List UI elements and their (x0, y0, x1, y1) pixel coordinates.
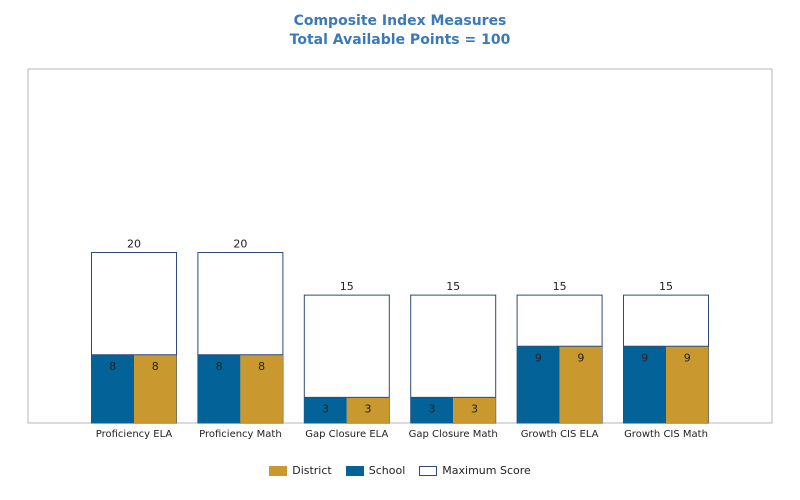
data-label-district-growth-cis-math: 9 (684, 351, 691, 364)
data-label-maximum-proficiency-math: 20 (233, 238, 247, 251)
bar-district-gap-closure-ela (346, 397, 390, 423)
data-label-school-gap-closure-ela: 3 (322, 402, 329, 415)
data-label-district-proficiency-ela: 8 (152, 360, 159, 373)
data-label-school-growth-cis-ela: 9 (535, 351, 542, 364)
bar-school-growth-cis-ela (517, 346, 560, 423)
legend-item-school[interactable]: School (345, 464, 406, 477)
data-label-maximum-growth-cis-ela: 15 (553, 280, 567, 293)
chart-subtitle: Total Available Points = 100 (289, 32, 511, 48)
legend: District School Maximum Score (0, 464, 800, 477)
legend-swatch-district (269, 465, 288, 476)
legend-label-school: School (368, 464, 406, 477)
bar-district-growth-cis-ela (559, 346, 603, 423)
bar-school-proficiency-math (197, 354, 241, 423)
bar-school-gap-closure-math (410, 397, 454, 423)
x-tick-label-gap-closure-ela: Gap Closure ELA (305, 429, 388, 440)
bar-district-proficiency-math (240, 354, 283, 423)
data-label-district-proficiency-math: 8 (258, 360, 265, 373)
data-label-district-growth-cis-ela: 9 (577, 351, 584, 364)
data-label-school-gap-closure-math: 3 (428, 402, 435, 415)
chart-title: Composite Index Measures (293, 13, 507, 29)
data-label-maximum-proficiency-ela: 20 (127, 238, 141, 251)
bar-school-gap-closure-ela (304, 397, 347, 423)
x-tick-label-growth-cis-math: Growth CIS Math (624, 429, 708, 440)
data-label-district-gap-closure-ela: 3 (365, 402, 372, 415)
bar-district-growth-cis-math (666, 346, 709, 423)
bar-chart: 20 8 8 Proficiency ELA 20 8 8 Proficiency Math 1… (27, 68, 773, 440)
data-label-maximum-growth-cis-math: 15 (659, 280, 673, 293)
x-tick-label-proficiency-ela: Proficiency ELA (96, 429, 173, 440)
data-label-school-growth-cis-math: 9 (641, 351, 648, 364)
data-label-district-gap-closure-math: 3 (471, 402, 478, 415)
legend-swatch-maximum-score (419, 465, 438, 476)
bar-school-proficiency-ela (91, 354, 134, 423)
x-tick-label-gap-closure-math: Gap Closure Math (409, 429, 498, 440)
legend-item-maximum-score[interactable]: Maximum Score (419, 464, 531, 477)
x-tick-label-proficiency-math: Proficiency Math (199, 429, 282, 440)
bar-district-gap-closure-math (453, 397, 496, 423)
x-tick-label-growth-cis-ela: Growth CIS ELA (521, 429, 599, 440)
chart-title-block: Composite Index Measures Total Available… (0, 12, 800, 50)
data-label-school-proficiency-ela: 8 (109, 360, 116, 373)
data-label-maximum-gap-closure-ela: 15 (340, 280, 354, 293)
bar-school-growth-cis-math (623, 346, 666, 423)
data-label-school-proficiency-math: 8 (216, 360, 223, 373)
legend-item-district[interactable]: District (269, 464, 332, 477)
legend-label-district: District (292, 464, 332, 477)
legend-swatch-school (345, 465, 364, 476)
bars-layer: 20 8 8 Proficiency ELA 20 8 8 Proficiency Math 1… (91, 238, 709, 440)
legend-label-maximum-score: Maximum Score (442, 464, 531, 477)
data-label-maximum-gap-closure-math: 15 (446, 280, 460, 293)
bar-district-proficiency-ela (134, 354, 177, 423)
